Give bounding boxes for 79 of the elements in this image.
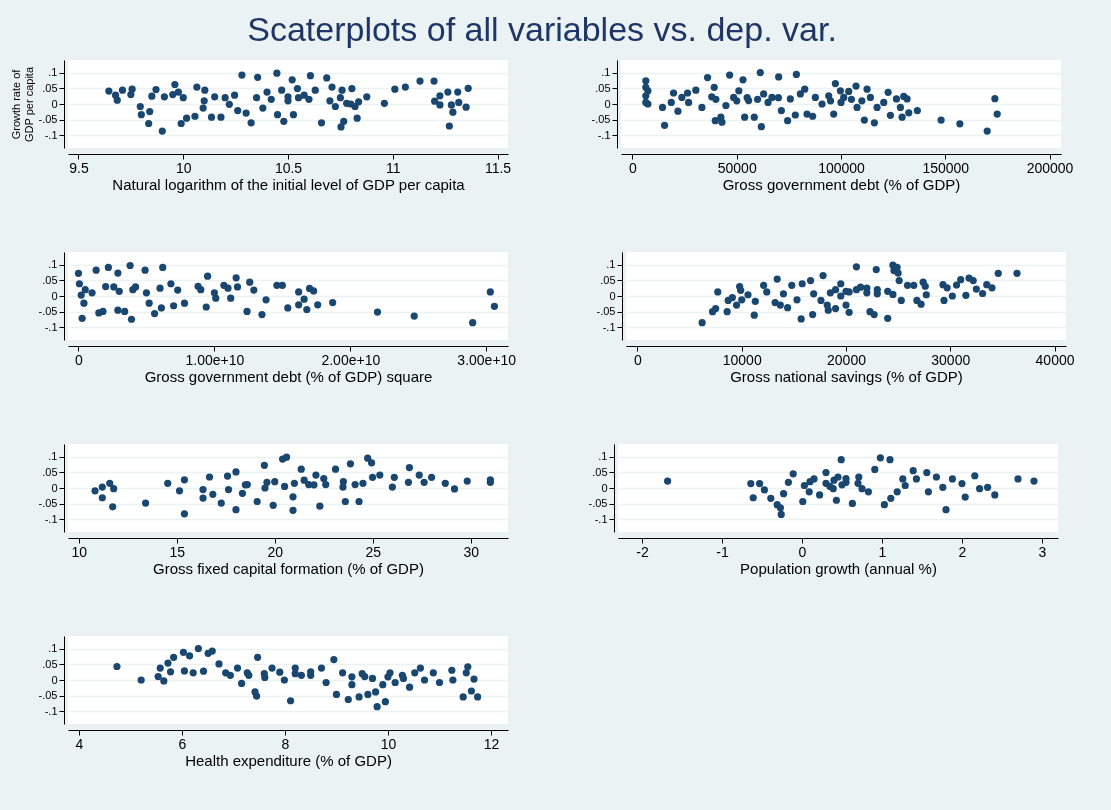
y-tick-label: 0 (609, 289, 616, 302)
x-tick-label: 11.5 (484, 159, 512, 176)
y-tick-label: -.1 (597, 128, 611, 141)
x-tick-label: 2.00e+10 (321, 351, 381, 368)
y-tick-label: .05 (592, 465, 608, 478)
x-tick-label: 30 (463, 543, 480, 560)
y-tick-label: 0 (51, 97, 58, 110)
y-tick-label: .1 (598, 450, 608, 463)
x-tick-label: 15 (169, 543, 186, 560)
x-tick-label: 10 (380, 735, 397, 752)
y-tick-label: .05 (42, 273, 58, 286)
x-tick-label: 0 (798, 543, 807, 560)
x-tick-label: 40000 (1035, 351, 1075, 368)
y-tick-label: -.1 (602, 320, 616, 333)
y-tick-label: -.05 (38, 689, 58, 702)
y-tick-label: .1 (48, 258, 58, 271)
x-axis-title: Population growth (annual %) (740, 559, 937, 577)
y-tick-label: -.1 (44, 704, 58, 717)
x-axis-title: Gross government debt (% of GDP) square (144, 367, 433, 385)
y-tick-label: 0 (51, 673, 58, 686)
y-tick-label: .05 (42, 465, 58, 478)
x-tick-label: -1 (716, 543, 729, 560)
x-tick-label: 2 (958, 543, 967, 560)
y-tick-label: .1 (48, 642, 58, 655)
x-tick-label: 30000 (931, 351, 971, 368)
y-tick-label: 0 (51, 481, 58, 494)
x-tick-label: 50000 (717, 159, 757, 176)
y-tick-label: -.05 (38, 497, 58, 510)
x-tick-label: 3 (1038, 543, 1047, 560)
x-tick-label: 20000 (827, 351, 867, 368)
y-tick-label: 0 (601, 481, 608, 494)
x-tick-label: 10 (175, 159, 192, 176)
x-tick-label: 0 (75, 351, 84, 368)
x-tick-label: -2 (636, 543, 649, 560)
y-tick-label: -.05 (38, 305, 58, 318)
x-tick-label: 4 (75, 735, 84, 752)
x-tick-label: 10.5 (274, 159, 303, 176)
y-tick-label: -.05 (588, 497, 608, 510)
y-tick-label: .05 (42, 657, 58, 670)
x-tick-label: 8 (281, 735, 290, 752)
x-tick-label: 12 (483, 735, 500, 752)
x-tick-label: 150000 (922, 159, 970, 176)
y-tick-label: -.1 (44, 128, 58, 141)
y-tick-label: -.1 (44, 512, 58, 525)
y-tick-label: 0 (51, 289, 58, 302)
y-tick-label: .1 (606, 258, 616, 271)
y-tick-label: .1 (601, 66, 611, 79)
x-tick-label: 6 (178, 735, 187, 752)
y-tick-label: -.1 (594, 512, 608, 525)
x-tick-label: 0 (634, 351, 643, 368)
y-tick-label: -.1 (44, 320, 58, 333)
x-axis-title: Gross government debt (% of GDP) (722, 175, 961, 193)
x-axis-title: Natural logarithm of the initial level of GDP per capita (112, 175, 466, 193)
y-tick-label: .05 (42, 81, 58, 94)
chart-title: Scaterplots of all variables vs. dep. var. (247, 10, 837, 48)
x-tick-label: 1.00e+10 (185, 351, 245, 368)
y-tick-label: .1 (48, 450, 58, 463)
y-tick-label: -.05 (596, 305, 616, 318)
y-axis-title: Growth rate of GDP per capita (9, 66, 35, 143)
y-tick-label: .1 (48, 66, 58, 79)
x-axis-title: Gross national savings (% of GDP) (730, 367, 963, 385)
x-tick-label: 11 (385, 159, 401, 176)
x-tick-label: 3.00e+10 (457, 351, 517, 368)
x-tick-label: 0 (629, 159, 638, 176)
x-tick-label: 1 (878, 543, 887, 560)
y-tick-label: .05 (600, 273, 616, 286)
x-axis-title: Health expenditure (% of GDP) (185, 751, 392, 769)
x-tick-label: 9.5 (69, 159, 89, 176)
x-tick-label: 10000 (722, 351, 762, 368)
y-tick-label: -.05 (591, 113, 611, 126)
y-tick-label: -.05 (38, 113, 58, 126)
x-tick-label: 25 (365, 543, 382, 560)
x-tick-label: 100000 (818, 159, 866, 176)
y-tick-label: 0 (604, 97, 611, 110)
x-tick-label: 20 (267, 543, 284, 560)
x-tick-label: 200000 (1026, 159, 1074, 176)
x-axis-title: Gross fixed capital formation (% of GDP) (153, 559, 424, 577)
y-tick-label: .05 (595, 81, 611, 94)
x-tick-label: 10 (71, 543, 88, 560)
